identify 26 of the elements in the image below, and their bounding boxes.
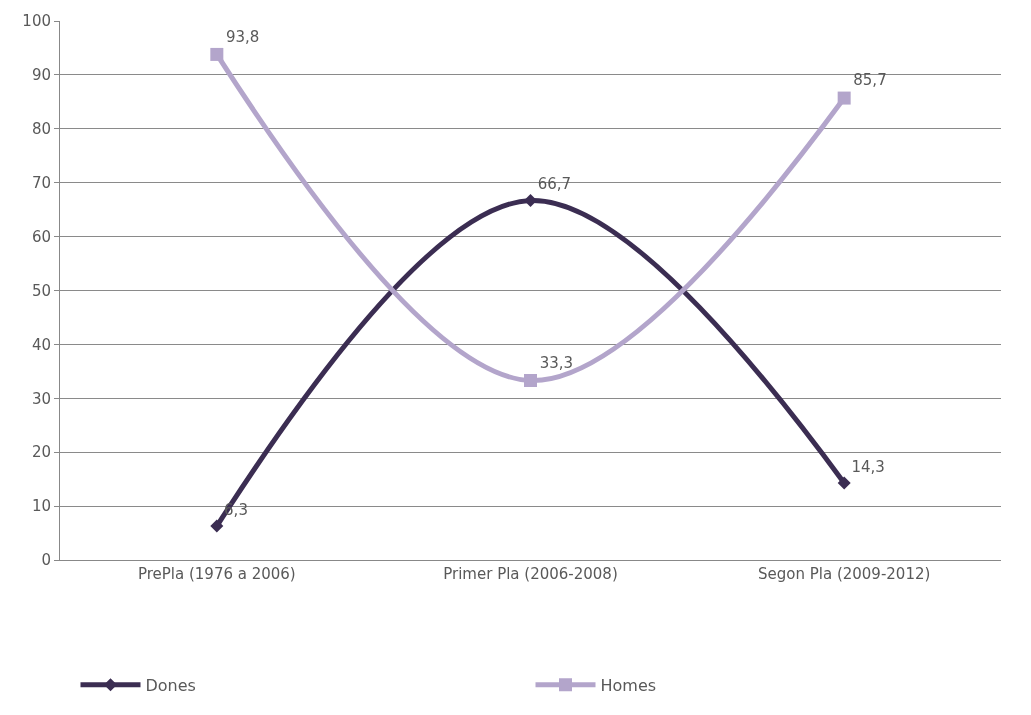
x-tick-label: Primer Pla (2006-2008) [443, 565, 618, 583]
y-tick-label: 80 [31, 120, 51, 139]
y-tick-label: 90 [31, 66, 51, 85]
data-label: 14,3 [851, 457, 885, 476]
data-label: 33,3 [539, 353, 574, 372]
x-tick-label: PrePla (1976 a 2006) [137, 565, 296, 583]
y-tick-label: 10 [31, 497, 51, 516]
y-tick-label: 60 [31, 227, 51, 246]
point [524, 374, 537, 388]
data-label: 85,7 [853, 71, 887, 90]
data-label: 93,8 [225, 27, 260, 46]
point [210, 519, 224, 533]
y-tick-label: 0 [41, 551, 51, 570]
y-tick-label: 50 [31, 281, 51, 300]
y-tick-label: 30 [31, 389, 51, 408]
y-tick-label: 20 [31, 443, 51, 462]
point [210, 47, 224, 61]
point [837, 91, 851, 105]
y-tick-label: 70 [31, 173, 51, 192]
legend-label: Homes [600, 675, 657, 695]
y-tick-label: 40 [31, 335, 51, 354]
y-tick-label: 100 [22, 12, 51, 31]
x-tick-label: Segon Pla (2009-2012) [757, 565, 931, 583]
point [524, 193, 537, 207]
legend-label: Dones [145, 675, 196, 695]
point [837, 476, 851, 490]
